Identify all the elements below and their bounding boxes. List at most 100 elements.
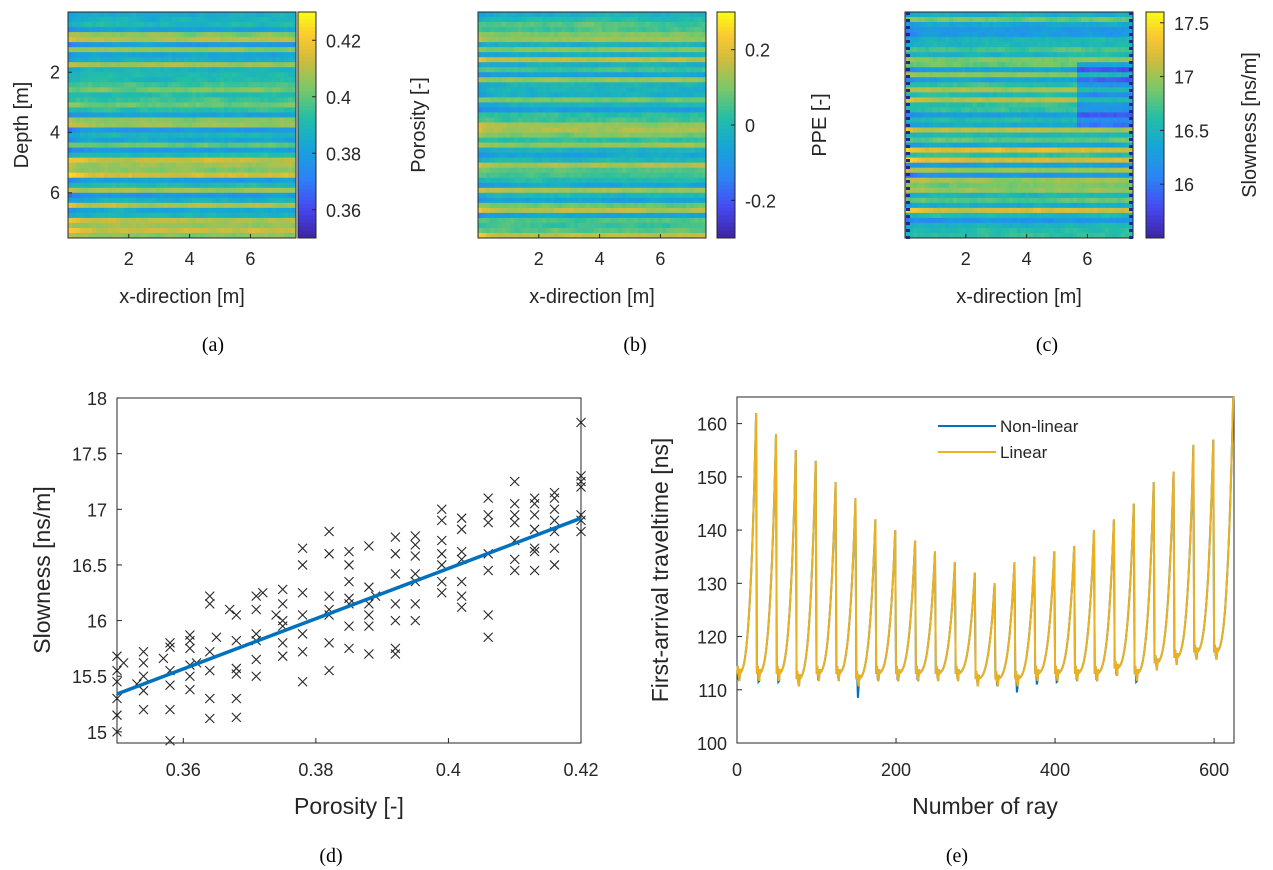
heatmap-cell — [176, 57, 181, 63]
heatmap-cell — [606, 62, 611, 68]
colorbar-segment — [298, 45, 316, 51]
heatmap-cell — [690, 37, 695, 43]
heatmap-cell — [570, 42, 575, 48]
heatmap-cell — [670, 27, 675, 33]
heatmap-cell — [240, 132, 245, 138]
heatmap-cell — [180, 112, 185, 118]
colorbar-segment — [298, 19, 316, 24]
heatmap-cell — [542, 32, 547, 38]
heatmap-cell — [694, 12, 699, 18]
heatmap-cell — [288, 187, 293, 194]
heatmap-cell — [554, 37, 559, 43]
heatmap-cell — [152, 72, 157, 78]
heatmap-cell — [76, 192, 81, 199]
heatmap-cell — [176, 127, 181, 133]
heatmap-cell — [566, 87, 571, 93]
heatmap-cell — [670, 107, 675, 113]
heatmap-cell — [208, 127, 213, 133]
heatmap-cell — [490, 32, 495, 38]
heatmap-cell — [120, 162, 125, 169]
heatmap-cell — [272, 77, 277, 83]
heatmap-cell — [494, 202, 499, 209]
heatmap-cell — [100, 47, 105, 53]
heatmap-cell — [490, 132, 495, 138]
heatmap-cell — [100, 52, 105, 58]
heatmap-cell — [662, 137, 667, 143]
heatmap-cell — [642, 12, 647, 18]
heatmap-cell — [618, 177, 623, 184]
heatmap-cell — [674, 52, 679, 58]
heatmap-cell — [80, 97, 85, 103]
heatmap-cell — [268, 27, 273, 33]
heatmap-cell — [104, 202, 109, 209]
heatmap-cell — [646, 82, 651, 88]
heatmap-cell — [498, 152, 503, 159]
heatmap-cell — [124, 137, 129, 143]
y-axis-label-a: Depth [m] — [11, 82, 33, 169]
heatmap-cell — [120, 27, 125, 33]
heatmap-cell — [128, 212, 133, 219]
heatmap-cell — [152, 17, 157, 23]
heatmap-cell — [626, 67, 631, 73]
heatmap-cell — [184, 212, 189, 219]
heatmap-cell — [530, 182, 535, 189]
heatmap-cell — [108, 227, 113, 234]
heatmap-cell — [96, 37, 101, 43]
heatmap-cell — [96, 162, 101, 169]
heatmap-cell — [188, 227, 193, 234]
heatmap-cell — [216, 217, 221, 224]
heatmap-cell — [292, 112, 297, 118]
heatmap-cell — [228, 177, 233, 184]
heatmap-cell — [124, 177, 129, 184]
heatmap-cell — [614, 42, 619, 48]
heatmap-cell — [686, 117, 691, 123]
heatmap-cell — [670, 102, 675, 108]
heatmap-cell — [252, 162, 257, 169]
heatmap-cell — [136, 82, 141, 88]
heatmap-cell — [276, 72, 281, 78]
heatmap-cell — [590, 27, 595, 33]
heatmap-cell — [204, 197, 209, 204]
heatmap-cell — [72, 217, 77, 224]
heatmap-cell — [666, 92, 671, 98]
heatmap-cell — [260, 107, 265, 113]
heatmap-cell — [602, 42, 607, 48]
heatmap-cell — [514, 132, 519, 138]
heatmap-cell — [558, 187, 563, 194]
heatmap-cell — [112, 47, 117, 53]
heatmap-cell — [164, 212, 169, 219]
heatmap-cell — [558, 132, 563, 138]
heatmap-cell — [614, 17, 619, 23]
heatmap-cell — [566, 157, 571, 164]
heatmap-cell — [164, 152, 169, 159]
heatmap-cell — [522, 107, 527, 113]
heatmap-cell — [100, 107, 105, 113]
heatmap-cell — [478, 152, 483, 159]
heatmap-cell — [494, 102, 499, 108]
heatmap-cell — [542, 72, 547, 78]
heatmap-cell — [140, 172, 145, 179]
heatmap-cell — [526, 22, 531, 28]
heatmap-cell — [610, 107, 615, 113]
heatmap-cell — [578, 207, 583, 214]
heatmap-cell — [208, 122, 213, 128]
heatmap-cell — [542, 27, 547, 33]
heatmap-cell — [124, 197, 129, 204]
heatmap-cell — [120, 92, 125, 98]
heatmap-cell — [248, 147, 253, 154]
heatmap-cell — [538, 82, 543, 88]
heatmap-cell — [284, 17, 289, 23]
colorbar-segment — [298, 102, 316, 107]
heatmap-cell — [292, 82, 297, 88]
heatmap-cell — [168, 142, 173, 148]
heatmap-cell — [650, 37, 655, 43]
heatmap-cell — [618, 37, 623, 43]
heatmap-cell — [518, 122, 523, 128]
heatmap-cell — [502, 122, 507, 128]
heatmap-cell — [292, 52, 297, 58]
heatmap-cell — [502, 22, 507, 28]
heatmap-cell — [176, 162, 181, 169]
heatmap-cell — [144, 227, 149, 234]
heatmap-cell — [662, 97, 667, 103]
heatmap-cell — [682, 17, 687, 23]
